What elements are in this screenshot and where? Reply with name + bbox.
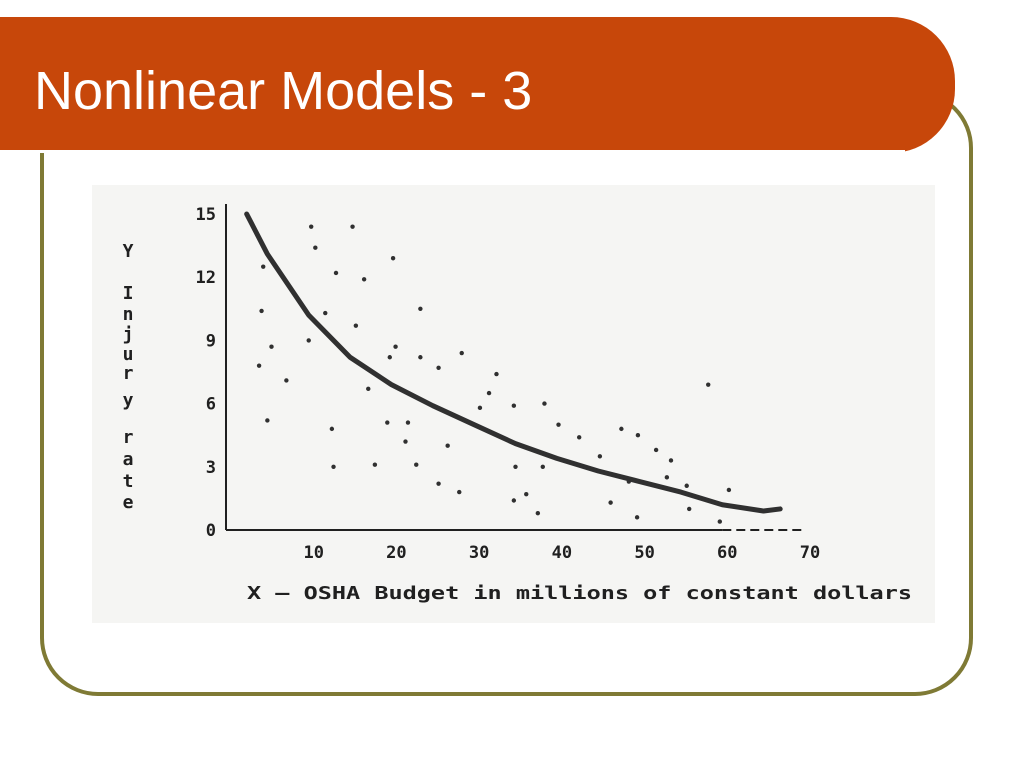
scatter-point: [333, 270, 339, 276]
y-axis-label-letter: y: [123, 390, 134, 411]
scatter-point: [668, 458, 674, 463]
x-tick-label: 60: [717, 543, 737, 563]
scatter-point: [626, 479, 632, 484]
scatter-point: [405, 420, 411, 425]
scatter-point: [387, 355, 392, 360]
scatter-point: [353, 323, 359, 328]
y-tick-label: 12: [196, 268, 216, 288]
scatter-point: [542, 401, 547, 406]
slide-title: Nonlinear Models - 3: [34, 61, 533, 121]
scatter-point: [414, 462, 419, 467]
scatter-point: [418, 306, 423, 311]
scatter-point: [664, 475, 670, 480]
scatter-point: [259, 308, 264, 314]
x-axis-label: X – OSHA Budget in millions of constant …: [247, 583, 912, 604]
x-tick-label: 10: [303, 543, 323, 563]
y-tick-label: 15: [196, 205, 216, 225]
y-tick-label: 0: [206, 521, 216, 541]
scatter-point: [269, 344, 274, 349]
scatter-point: [556, 422, 561, 427]
scatter-point: [726, 487, 732, 493]
y-axis-label-letter: j: [123, 324, 134, 345]
scatter-point: [459, 350, 464, 356]
scatter-point: [436, 365, 441, 370]
scatter-point: [366, 386, 371, 392]
scatter-point: [477, 405, 483, 411]
scatter-point: [372, 462, 378, 467]
y-axis-label-letter: e: [123, 492, 134, 513]
scatter-point: [511, 498, 517, 503]
y-axis-label-letter: u: [123, 344, 134, 365]
scatter-point: [418, 355, 423, 360]
scatter-point: [329, 426, 335, 432]
scatter-point: [445, 443, 450, 448]
scatter-point: [684, 483, 689, 488]
scatter-point: [284, 378, 289, 383]
scatter-point: [535, 510, 541, 516]
scatter-point: [361, 277, 367, 282]
fitted-curve: [244, 211, 783, 514]
scatter-point: [308, 224, 314, 229]
scatter-point: [486, 390, 492, 396]
scatter-point: [494, 371, 499, 377]
title-underline: [0, 150, 905, 153]
scatter-point: [717, 519, 723, 524]
y-tick-label: 6: [206, 395, 216, 415]
y-axis-label-letter: r: [123, 427, 134, 448]
scatter-point: [385, 420, 390, 425]
y-axis-label-letter: a: [123, 449, 134, 470]
y-axis-label-letter: r: [123, 363, 134, 384]
scatter-point: [511, 403, 517, 408]
scatter-point: [313, 245, 318, 250]
scatter-point: [635, 433, 641, 438]
scatter-point: [261, 264, 266, 269]
scatter-point: [513, 464, 518, 469]
scatter-point: [597, 454, 603, 459]
scatter-point: [576, 435, 582, 440]
scatter-point: [687, 506, 692, 512]
title-bar: Nonlinear Models - 3: [0, 17, 955, 153]
scatter-point: [306, 338, 311, 343]
y-axis-label-letter: Y: [123, 241, 134, 262]
scatter-point: [323, 310, 328, 316]
y-axis-label-letter: n: [123, 304, 134, 325]
scatter-point: [653, 447, 659, 453]
y-axis-label-letter: I: [123, 283, 134, 304]
scatter-point: [524, 491, 529, 497]
scatter-point: [350, 224, 355, 229]
y-tick-label: 3: [206, 458, 216, 478]
scatter-point: [706, 382, 711, 387]
scatter-point: [265, 418, 270, 423]
scatter-point: [393, 344, 398, 349]
scatter-point: [331, 464, 336, 469]
scatter-point: [457, 489, 462, 495]
scatter-point: [436, 481, 441, 486]
scatter-point: [403, 439, 408, 444]
y-tick-label: 9: [206, 331, 216, 351]
x-tick-label: 70: [800, 543, 820, 563]
x-tick-label: 50: [634, 543, 654, 563]
scatter-point: [390, 256, 396, 261]
x-tick-label: 30: [469, 543, 489, 563]
x-tick-label: 20: [386, 543, 406, 563]
scatter-point: [608, 500, 613, 505]
x-tick-label: 40: [552, 543, 572, 563]
y-axis-label-letter: t: [123, 471, 134, 492]
scatter-point: [634, 515, 640, 520]
scatter-point: [256, 363, 262, 368]
scatter-point: [540, 464, 545, 469]
scatter-point: [619, 426, 624, 432]
